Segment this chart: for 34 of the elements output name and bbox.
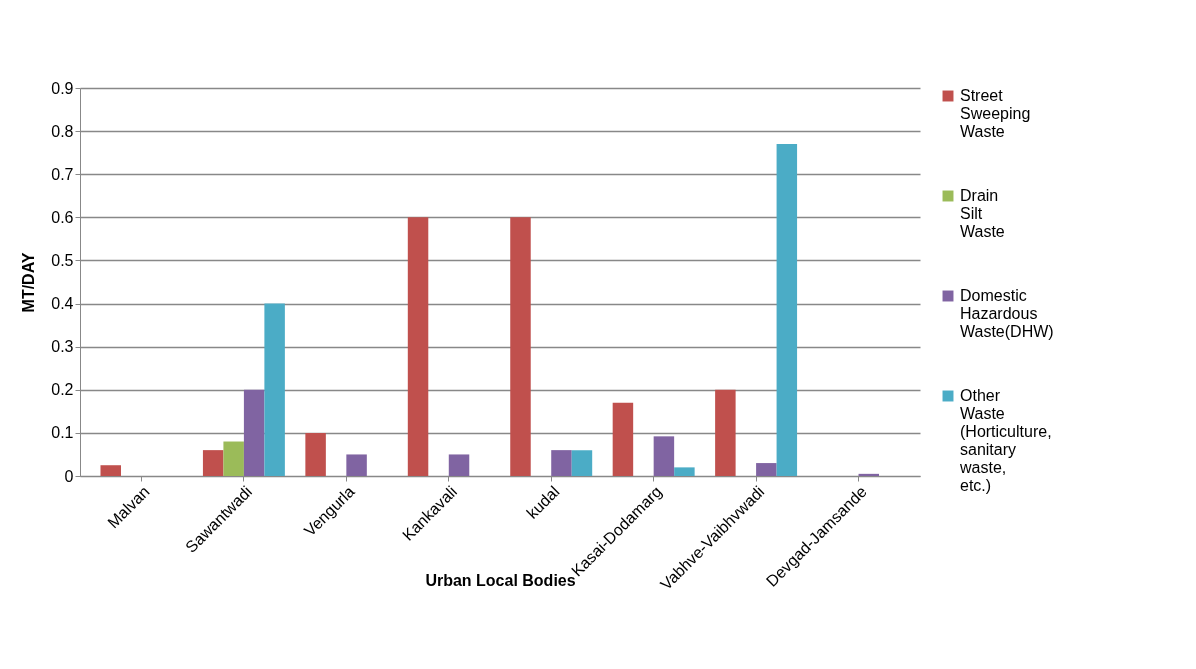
- bar: [715, 389, 736, 476]
- y-tick-label: 0: [64, 467, 74, 485]
- legend-label: Street Sweeping Waste: [960, 87, 1031, 140]
- bar: [243, 389, 265, 476]
- bar: [756, 463, 777, 476]
- bar: [674, 467, 695, 476]
- bar: [407, 217, 429, 476]
- bar: [612, 402, 634, 476]
- bar: [776, 144, 798, 476]
- y-tick-label: 0.6: [51, 208, 74, 226]
- y-tick-label: 0.8: [51, 122, 74, 140]
- legend-label: Domestic Hazardous Waste(DHW): [960, 287, 1054, 340]
- legend-label: Other Waste (Horticulture, sanitary waste, etc.): [959, 387, 1052, 494]
- y-tick-label: 0.3: [51, 338, 74, 356]
- y-tick-label: 0.9: [51, 79, 74, 97]
- bar: [448, 454, 470, 476]
- bar: [264, 303, 285, 476]
- y-tick-label: 0.7: [51, 165, 74, 183]
- y-tick-label: 0.4: [51, 295, 74, 313]
- bar: [653, 436, 675, 476]
- legend-label: Drain Silt Waste: [960, 187, 1005, 240]
- bar: [551, 450, 572, 476]
- bar: [510, 217, 531, 476]
- bar: [100, 465, 121, 476]
- y-tick-label: 0.5: [51, 251, 74, 269]
- bar: [346, 454, 367, 476]
- bar: [571, 450, 593, 476]
- bar: [223, 441, 244, 476]
- y-tick-label: 0.2: [51, 381, 74, 399]
- bar: [202, 450, 224, 476]
- y-axis-title: MT/DAY: [20, 252, 38, 313]
- bar: [858, 473, 880, 476]
- y-tick-label: 0.1: [51, 424, 74, 442]
- bar: [305, 432, 326, 476]
